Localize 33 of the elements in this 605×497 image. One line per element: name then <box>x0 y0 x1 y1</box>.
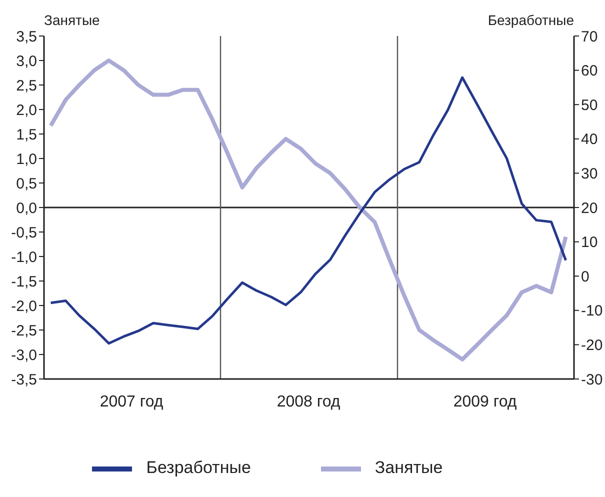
legend-label: Безработные <box>146 458 251 478</box>
y-tick-label: -3,0 <box>11 346 37 364</box>
y-tick-label: 2,5 <box>16 77 37 94</box>
y2-tick-label: -30 <box>581 371 603 388</box>
y-tick-label: 2,0 <box>16 102 37 119</box>
y-tick-label: 1,0 <box>16 150 37 168</box>
y-tick-label: 0,5 <box>16 175 37 192</box>
y-tick-label: -0,5 <box>11 224 37 242</box>
legend-label: Занятые <box>374 458 443 478</box>
x-tick-label: 2008 год <box>276 393 341 410</box>
y2-tick-label: 60 <box>581 62 598 80</box>
y2-tick-label: 50 <box>581 96 598 114</box>
y2-tick-label: 0 <box>581 268 590 286</box>
y2-tick-label: 20 <box>581 200 598 217</box>
y2-tick-label: -10 <box>581 302 603 320</box>
y2-tick-label: 70 <box>581 28 598 46</box>
y-tick-label: 3,0 <box>16 52 37 70</box>
y-tick-label: -2,5 <box>11 322 37 340</box>
x-tick-label: 2009 год <box>453 393 518 410</box>
y-tick-label: 3,5 <box>16 28 37 46</box>
y-axis-title: Занятые <box>44 12 100 28</box>
y2-tick-label: 30 <box>581 166 598 183</box>
y2-tick-label: -20 <box>581 337 603 354</box>
y-tick-label: 0,0 <box>16 200 37 217</box>
y2-axis-title: Безработные <box>488 12 574 28</box>
y-tick-label: -1,0 <box>11 248 37 266</box>
y-tick-label: -3,5 <box>11 371 37 388</box>
y-tick-label: -1,5 <box>11 273 37 290</box>
y-tick-label: -2,0 <box>11 298 37 315</box>
x-tick-label: 2007 год <box>100 393 164 410</box>
y-tick-label: 1,5 <box>16 126 37 144</box>
y2-tick-label: 40 <box>581 131 598 148</box>
y2-tick-label: 10 <box>581 234 598 252</box>
